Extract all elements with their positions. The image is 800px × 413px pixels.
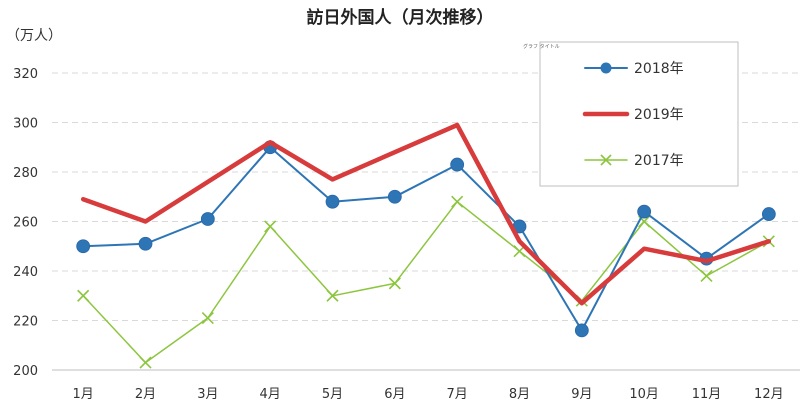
data-point — [387, 189, 402, 204]
x-tick-label: 10月 — [629, 387, 659, 402]
legend-box — [539, 41, 739, 187]
data-point — [761, 207, 776, 221]
x-tick-label: 4月 — [260, 387, 281, 402]
data-point — [138, 236, 153, 251]
x-tick-label: 1月 — [73, 387, 94, 402]
x-tick-label: 5月 — [322, 387, 343, 402]
legend-marker — [600, 62, 612, 74]
series-2019年 — [80, 122, 772, 306]
x-tick-label: 3月 — [197, 387, 218, 402]
legend-item: 2018年 — [584, 61, 684, 77]
data-point — [451, 195, 464, 208]
data-point — [700, 269, 713, 283]
x-axis-ticks: 1月 2月 3月 4月 5月 6月 7月 8月 9月 10月 11月 12月 — [73, 387, 784, 402]
y-unit-label: （万人） — [6, 28, 62, 44]
data-point — [201, 311, 214, 325]
series-lines — [76, 122, 776, 369]
y-tick-label: 320 — [13, 67, 38, 82]
series-line — [82, 200, 770, 364]
legend-item: 2017年 — [584, 153, 684, 169]
x-tick-label: 11月 — [692, 387, 722, 402]
data-point — [139, 356, 152, 369]
legend-label: 2019年 — [634, 107, 684, 123]
x-tick-label: 12月 — [754, 387, 784, 402]
series-line — [82, 146, 770, 332]
data-point — [77, 289, 90, 302]
y-tick-label: 260 — [13, 216, 38, 231]
x-tick-label: 2月 — [135, 387, 156, 402]
data-point — [264, 220, 277, 233]
data-point — [325, 194, 340, 209]
y-tick-label: 300 — [13, 117, 38, 132]
y-tick-label: 220 — [13, 315, 38, 330]
chart-title: 訪日外国人（月次推移） — [307, 7, 494, 28]
legend-item: 2019年 — [582, 107, 684, 123]
x-tick-label: 8月 — [509, 387, 530, 402]
x-tick-label: 7月 — [447, 387, 468, 402]
legend-marker — [600, 154, 612, 166]
data-point — [326, 289, 339, 302]
data-point — [76, 239, 91, 254]
x-tick-label: 9月 — [571, 387, 592, 402]
gridlines — [52, 72, 800, 371]
legend-label: 2018年 — [634, 61, 684, 77]
data-point — [200, 212, 215, 226]
data-point — [574, 323, 589, 338]
y-tick-label: 200 — [13, 364, 38, 379]
y-tick-label: 240 — [13, 265, 38, 280]
x-tick-label: 6月 — [384, 387, 405, 402]
legend-caption: グラフ タイトル — [523, 43, 560, 50]
data-point — [637, 204, 652, 219]
series-line — [80, 122, 772, 306]
y-axis-ticks: 200 220 240 260 280 300 320 — [13, 67, 38, 379]
legend: グラフ タイトル 2018年 2019年 2017年 — [523, 41, 739, 187]
data-point — [388, 277, 401, 290]
y-tick-label: 280 — [13, 166, 38, 181]
data-point — [450, 157, 465, 172]
legend-label: 2017年 — [634, 153, 684, 169]
